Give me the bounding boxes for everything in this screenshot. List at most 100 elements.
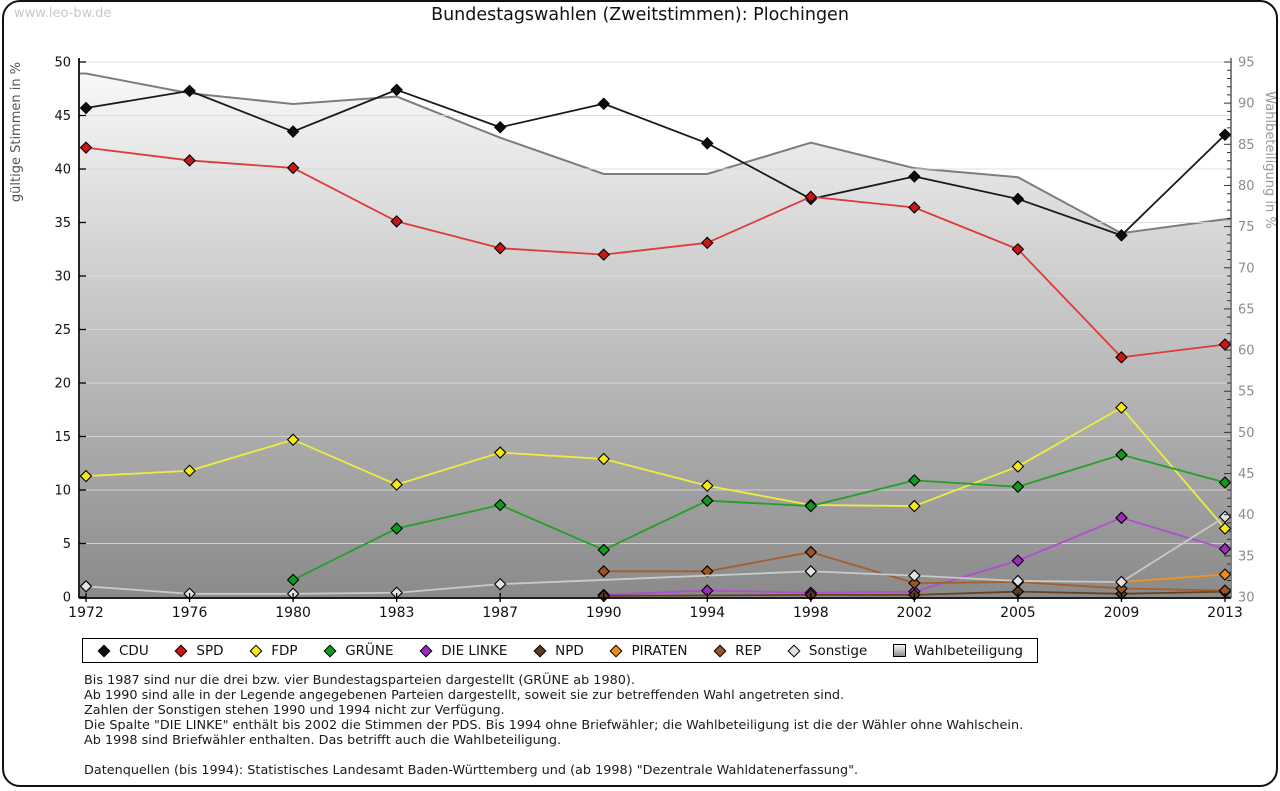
legend-label: SPD	[196, 642, 224, 659]
marker-FDP	[1011, 460, 1025, 473]
marker-Sonstige	[804, 565, 818, 578]
legend-label: Wahlbeteiligung	[913, 642, 1023, 659]
marker-Sonstige	[1011, 574, 1025, 588]
marker-CDU	[493, 120, 507, 134]
legend-item-grüne: GRÜNE	[323, 643, 394, 659]
election-line-chart: 0 5 10 15 20 25 30 35 40 45 50 30 35 40 45 50 55 60 65 70 75…	[9, 56, 1277, 622]
marker-CDU	[1115, 229, 1128, 242]
marker-Sonstige	[1115, 575, 1128, 589]
marker-Sonstige	[908, 569, 921, 582]
marker-REP	[700, 565, 714, 578]
marker-CDU	[1218, 128, 1232, 142]
svg-text:45: 45	[1238, 467, 1255, 482]
legend-item-sonstige: Sonstige	[787, 643, 867, 659]
svg-text:35: 35	[1238, 549, 1255, 564]
x-tick-1994: 1994	[689, 605, 725, 621]
svg-text:50: 50	[54, 56, 71, 71]
legend-item-rep: REP	[713, 643, 761, 659]
footnote-line: Die Spalte "DIE LINKE" enthält bis 2002 …	[84, 718, 1024, 733]
turnout-area	[80, 73, 1230, 598]
marker-SPD	[390, 215, 403, 228]
page-title: Bundestagswahlen (Zweitstimmen): Plochin…	[431, 5, 849, 25]
marker-SPD	[183, 154, 196, 167]
marker-REP	[804, 545, 818, 559]
marker-GRÜNE	[390, 522, 403, 535]
x-tick-1983: 1983	[379, 605, 415, 621]
svg-text:35: 35	[54, 216, 71, 231]
svg-text:85: 85	[1238, 138, 1255, 153]
marker-Sonstige	[493, 577, 507, 591]
series-line-GRÜNE	[292, 453, 1226, 581]
marker-FDP	[390, 478, 403, 491]
series-line-CDU	[85, 88, 1226, 237]
x-tick-1972: 1972	[68, 605, 104, 621]
marker-GRÜNE	[1011, 480, 1025, 494]
svg-text:55: 55	[1238, 385, 1255, 400]
x-tick-2009: 2009	[1104, 605, 1140, 621]
marker-FDP	[908, 499, 921, 513]
svg-text:40: 40	[54, 163, 71, 178]
legend-label: Sonstige	[808, 642, 868, 659]
footnote-line: Bis 1987 sind nur die drei bzw. vier Bun…	[84, 673, 635, 688]
svg-text:50: 50	[1238, 426, 1255, 441]
legend-item-die-linke: DIE LINKE	[419, 643, 507, 659]
footnote-line: Zahlen der Sonstigen stehen 1990 und 199…	[84, 703, 505, 718]
marker-CDU	[1011, 192, 1025, 206]
left-axis-title: gültige Stimmen in %	[9, 62, 24, 202]
marker-CDU	[597, 97, 611, 111]
svg-text:10: 10	[54, 484, 71, 499]
svg-text:20: 20	[54, 377, 71, 392]
x-tick-2013: 2013	[1207, 605, 1243, 621]
legend-diamond-icon	[419, 643, 433, 658]
marker-FDP	[493, 446, 507, 459]
series-line-SPD	[85, 146, 1226, 359]
marker-SPD	[804, 190, 818, 204]
legend-item-npd: NPD	[533, 643, 584, 659]
footnote-line: Ab 1998 sind Briefwähler enthalten. Das …	[84, 733, 562, 748]
svg-text:30: 30	[1238, 591, 1255, 606]
marker-FDP	[183, 464, 196, 478]
svg-text:45: 45	[54, 109, 71, 124]
svg-text:30: 30	[54, 270, 71, 285]
right-axis-title: Wahlbeteiligung in %	[1262, 91, 1277, 228]
legend-label: NPD	[555, 642, 584, 659]
marker-FDP	[1115, 401, 1128, 414]
marker-CDU	[286, 125, 300, 138]
svg-text:75: 75	[1238, 220, 1255, 235]
legend-item-fdp: FDP	[249, 642, 298, 659]
series-line-NPD	[603, 590, 1226, 597]
legend-label: PIRATEN	[631, 642, 688, 659]
marker-FDP	[700, 479, 714, 492]
marker-CDU	[390, 83, 403, 97]
marker-GRÜNE	[804, 499, 818, 513]
legend-label: FDP	[271, 642, 298, 659]
legend-item-spd: SPD	[174, 642, 224, 659]
marker-GRÜNE	[597, 543, 611, 557]
marker-GRÜNE	[493, 498, 507, 512]
marker-SPD	[1011, 242, 1025, 256]
legend-diamond-icon	[787, 643, 801, 658]
marker-GRÜNE	[1218, 476, 1232, 489]
series-line-PIRATEN	[1121, 573, 1226, 583]
marker-GRÜNE	[1115, 448, 1128, 461]
marker-GRÜNE	[700, 494, 714, 507]
series-line-Sonstige	[85, 515, 1226, 595]
svg-text:60: 60	[1238, 344, 1255, 359]
series-line-FDP	[85, 406, 1226, 530]
marker-CDU	[79, 101, 93, 115]
marker-REP	[908, 576, 921, 590]
svg-text:65: 65	[1238, 302, 1255, 317]
marker-DIE LINKE	[1011, 554, 1025, 567]
svg-text:95: 95	[1238, 56, 1255, 71]
legend-square-gradient-icon	[892, 644, 906, 657]
marker-SPD	[286, 161, 300, 175]
legend-item-cdu: CDU	[97, 643, 149, 659]
marker-FDP	[286, 433, 300, 446]
marker-GRÜNE	[286, 573, 300, 587]
marker-SPD	[597, 248, 611, 261]
legend-label: REP	[735, 642, 762, 659]
marker-SPD	[908, 201, 921, 214]
legend-diamond-icon	[249, 643, 263, 658]
x-tick-1987: 1987	[482, 605, 518, 621]
